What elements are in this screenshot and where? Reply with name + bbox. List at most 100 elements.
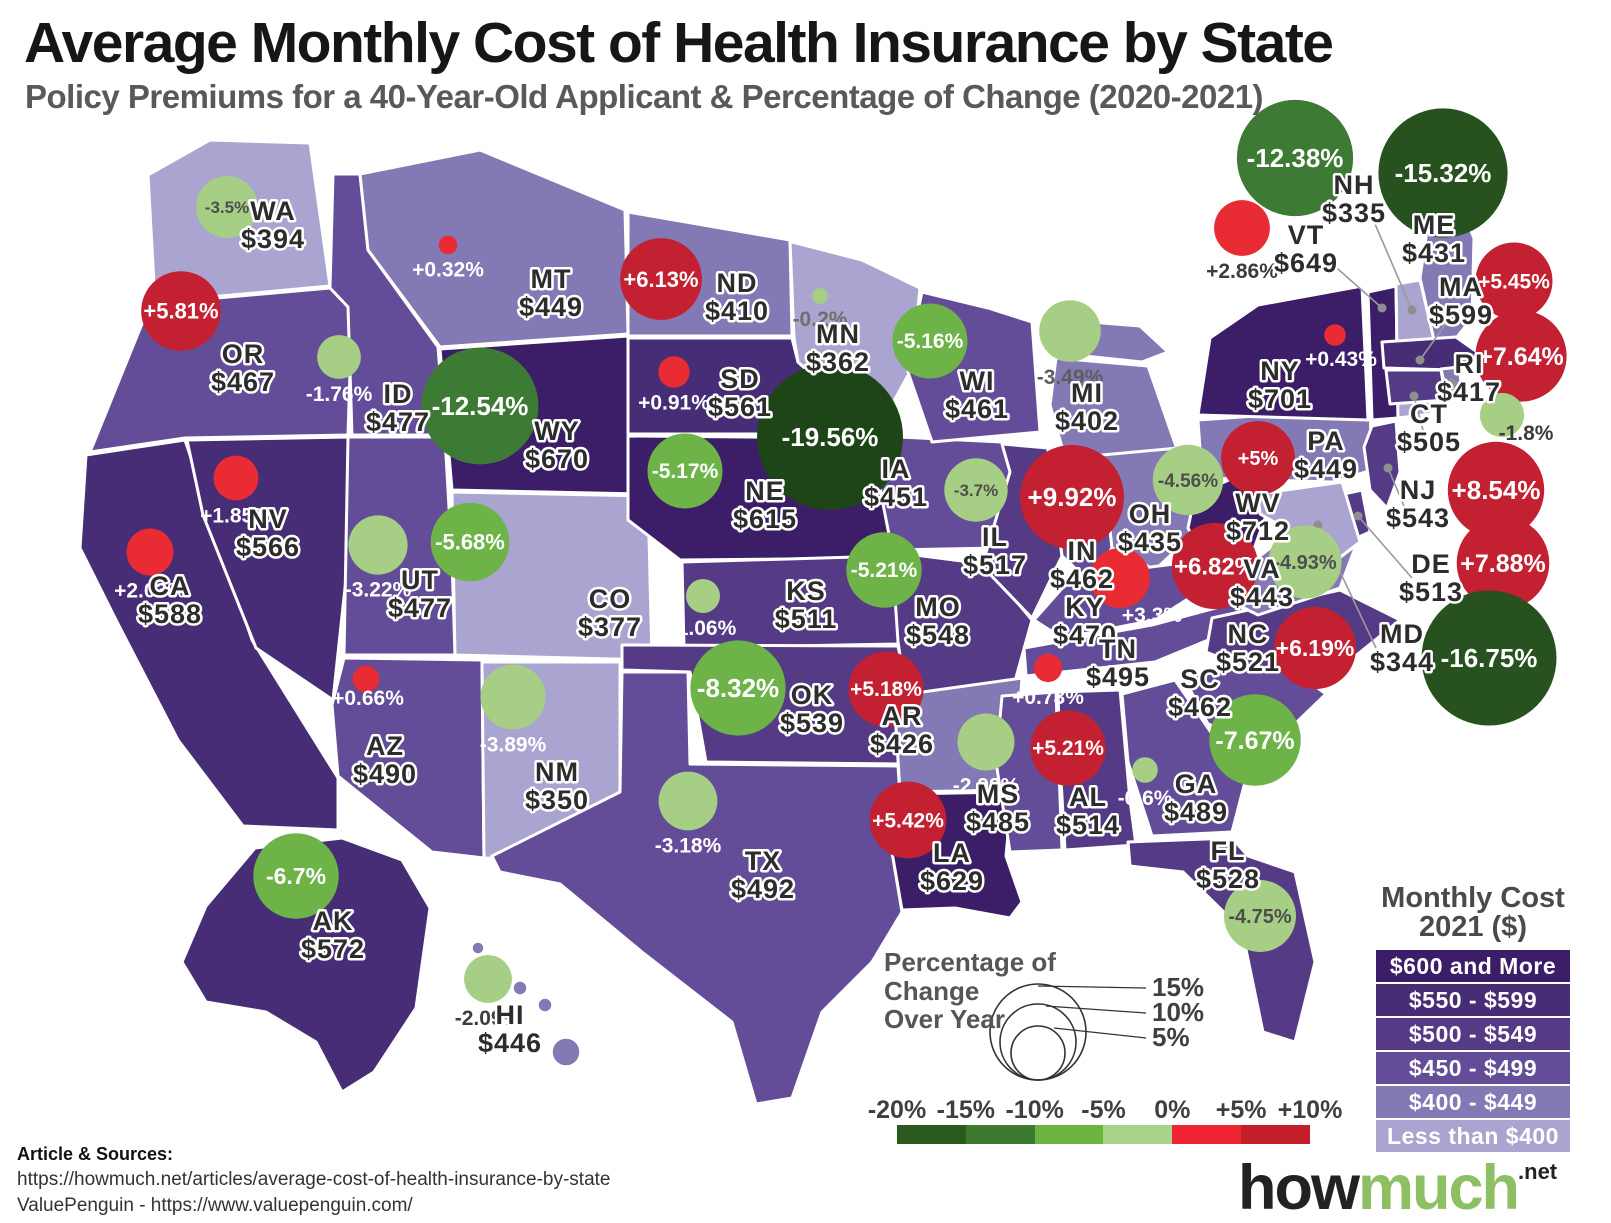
state-abbr-ID: ID — [384, 379, 413, 409]
state-shape-AZ — [330, 656, 486, 860]
state-cost-IN: $462 — [1050, 564, 1114, 594]
state-cost-HI: $446 — [478, 1028, 542, 1058]
sources-url-1: https://howmuch.net/articles/average-cos… — [17, 1169, 611, 1190]
state-shape-NJ — [1362, 419, 1402, 510]
state-abbr-GA: GA — [1175, 769, 1218, 799]
state-abbr-IA: IA — [882, 454, 911, 484]
state-cost-IL: $517 — [963, 550, 1027, 580]
change-label-LA: +5.42% — [872, 809, 944, 832]
cost-legend-title-line2: 2021 ($) — [1418, 911, 1527, 943]
change-bubble-VT — [1214, 200, 1270, 256]
change-bubble-NV — [213, 455, 259, 501]
change-label-NM: -3.89% — [480, 734, 547, 757]
state-abbr-WI: WI — [960, 366, 995, 396]
change-label-OH: -4.56% — [1158, 471, 1218, 492]
change-scale-tick--10%: -10% — [1005, 1096, 1064, 1124]
state-abbr-OH: OH — [1129, 499, 1172, 529]
state-shape-HI — [512, 980, 528, 996]
change-bubble-WV — [1171, 522, 1259, 610]
change-label-AZ: +0.66% — [332, 687, 404, 710]
change-label-VA: -4.93% — [1273, 552, 1337, 574]
state-shape-NY — [1196, 284, 1370, 422]
state-cost-NM: $350 — [525, 785, 589, 815]
change-bubble-OH — [1152, 444, 1224, 516]
change-label-DE: +7.88% — [1460, 550, 1546, 578]
change-bubble-SD — [658, 356, 690, 388]
callout-dot-2 — [1415, 355, 1425, 365]
change-bubble-MN — [812, 288, 828, 304]
change-label-RI: +7.64% — [1478, 343, 1564, 371]
state-cost-AZ: $490 — [353, 759, 417, 789]
change-label-WI: -5.16% — [897, 330, 964, 353]
change-bubble-IA — [757, 364, 903, 510]
state-cost-VA: $443 — [1230, 582, 1294, 612]
change-label-UT: -3.22% — [345, 579, 412, 602]
state-cost-MD: $344 — [1370, 647, 1434, 677]
state-abbr-MT: MT — [531, 264, 572, 294]
cost-legend-row: $550 - $599 — [1376, 984, 1570, 1016]
state-cost-NC: $521 — [1216, 647, 1280, 677]
change-label-NC: +6.19% — [1276, 635, 1355, 661]
change-label-GA: -0.6% — [1118, 787, 1173, 810]
change-bubbles — [126, 99, 1567, 1003]
state-cost-MS: $485 — [966, 807, 1030, 837]
size-legend-label: 15% — [1152, 972, 1204, 1002]
change-label-IN: +9.92% — [1028, 482, 1117, 512]
cost-legend-title-line1: Monthly Cost — [1381, 882, 1565, 914]
state-abbr-AR: AR — [882, 701, 923, 731]
callout-dot-6 — [1353, 511, 1363, 521]
state-cost-FL: $528 — [1196, 864, 1260, 894]
state-cost-DE: $513 — [1399, 577, 1463, 607]
change-label-MT: +0.32% — [412, 258, 484, 281]
state-cost-KY: $470 — [1053, 620, 1117, 650]
state-cost-NE: $615 — [733, 504, 797, 534]
change-bubble-UT — [348, 515, 408, 575]
change-bubble-MO — [846, 532, 922, 608]
state-abbr-KS: KS — [786, 576, 826, 606]
state-abbr-NJ: NJ — [1400, 475, 1437, 505]
change-bubble-ND — [620, 238, 702, 320]
state-abbr-MO: MO — [915, 592, 961, 622]
change-label-MS: -2.98% — [953, 774, 1020, 797]
state-abbr-UT: UT — [401, 565, 439, 595]
state-cost-VT: $649 — [1274, 248, 1338, 278]
size-legend-line — [1037, 985, 1147, 989]
logo-suffix-net: .net — [1518, 1159, 1558, 1184]
size-legend-label: 10% — [1152, 997, 1204, 1027]
state-abbr-SD: SD — [720, 364, 760, 394]
bubble-labels: -3.5% +5.81% +2.03% +1.85% -1.76% +0.32% -12.5… — [114, 143, 1564, 1030]
change-bubble-MA — [1475, 242, 1553, 320]
change-label-OK: -8.32% — [697, 673, 779, 703]
state-cost-WY: $670 — [525, 444, 589, 474]
state-cost-PA: $449 — [1294, 454, 1358, 484]
change-scale-segment — [1034, 1125, 1104, 1144]
change-label-IA: -19.56% — [782, 422, 879, 452]
state-shape-HI — [537, 997, 553, 1013]
state-abbr-VT: VT — [1288, 220, 1325, 250]
callout-line-1 — [1371, 216, 1413, 311]
state-cost-ME: $431 — [1402, 238, 1466, 268]
state-abbr-NC: NC — [1228, 619, 1269, 649]
state-cost-OH: $435 — [1118, 527, 1182, 557]
state-abbr-AZ: AZ — [366, 731, 404, 761]
change-label-NE: -5.17% — [652, 460, 719, 483]
change-label-OR: +5.81% — [143, 299, 218, 324]
change-label-VT: +2.86% — [1206, 260, 1278, 283]
cost-legend-title: Monthly Cost 2021 ($) — [1376, 884, 1570, 942]
state-abbr-KY: KY — [1065, 592, 1105, 622]
change-label-AK: -6.7% — [266, 863, 326, 889]
logo-part-how: how — [1238, 1153, 1360, 1223]
state-cost-WA: $394 — [241, 224, 305, 254]
state-abbr-NM: NM — [535, 757, 579, 787]
change-label-KS: -1.06% — [670, 617, 737, 640]
state-cost-TX: $492 — [731, 874, 795, 904]
callout-line-2 — [1419, 314, 1453, 361]
change-label-MN: -0.2% — [793, 308, 848, 331]
state-cost-AL: $514 — [1056, 810, 1120, 840]
callout-dot-0 — [1377, 303, 1387, 313]
state-abbr-NE: NE — [745, 476, 785, 506]
state-cost-NJ: $543 — [1386, 503, 1450, 533]
change-scale-segment — [1172, 1125, 1242, 1144]
state-cost-NH: $335 — [1322, 198, 1386, 228]
